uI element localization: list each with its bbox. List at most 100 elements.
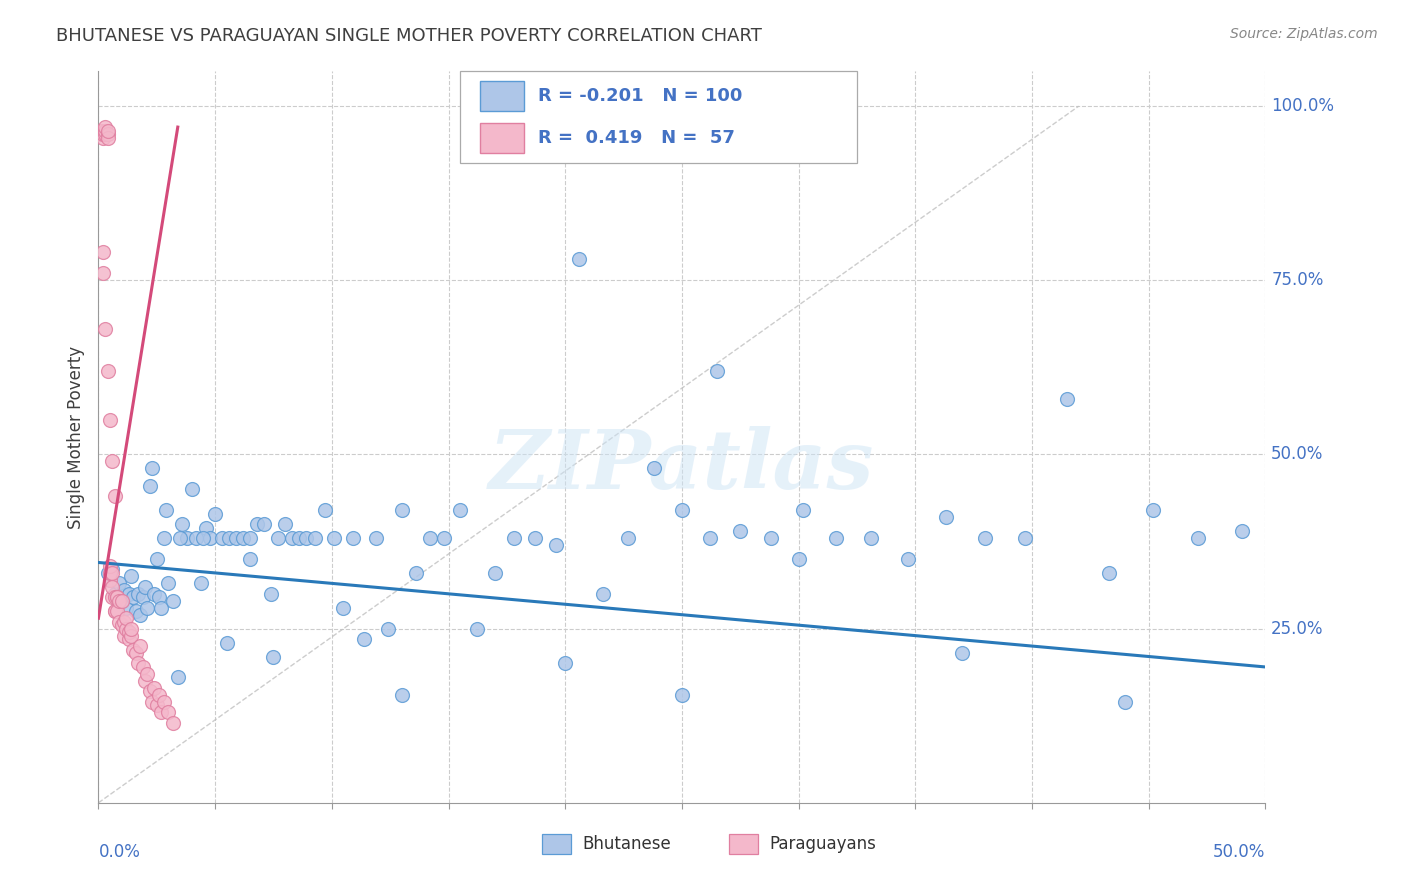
Point bbox=[94, 127, 117, 141]
Point bbox=[186, 531, 208, 545]
Point bbox=[166, 670, 188, 684]
Point bbox=[97, 566, 120, 580]
Point bbox=[218, 531, 240, 545]
Point bbox=[98, 558, 121, 573]
Point bbox=[419, 531, 441, 545]
Point bbox=[239, 552, 262, 566]
Point bbox=[101, 591, 124, 605]
Point bbox=[502, 531, 524, 545]
Text: 50.0%: 50.0% bbox=[1271, 445, 1323, 464]
Point bbox=[91, 130, 114, 145]
Point bbox=[1056, 392, 1078, 406]
Point bbox=[449, 503, 471, 517]
Point bbox=[787, 552, 810, 566]
Point bbox=[112, 615, 135, 629]
Point bbox=[132, 591, 155, 605]
Point bbox=[225, 531, 247, 545]
Point bbox=[792, 503, 814, 517]
Point bbox=[148, 591, 170, 605]
Point bbox=[1187, 531, 1209, 545]
Point bbox=[148, 688, 170, 702]
Point bbox=[127, 657, 149, 671]
Point bbox=[94, 120, 117, 134]
Point bbox=[353, 632, 375, 646]
Point bbox=[304, 531, 326, 545]
Point bbox=[143, 681, 166, 695]
Point bbox=[90, 123, 112, 137]
Point bbox=[105, 591, 128, 605]
Point bbox=[699, 531, 721, 545]
Point bbox=[105, 591, 128, 605]
FancyBboxPatch shape bbox=[460, 71, 858, 163]
Point bbox=[200, 531, 222, 545]
Point bbox=[94, 322, 117, 336]
Point bbox=[105, 604, 128, 618]
Y-axis label: Single Mother Poverty: Single Mother Poverty bbox=[66, 345, 84, 529]
Point bbox=[150, 705, 173, 719]
Point bbox=[111, 618, 134, 632]
Point bbox=[157, 705, 180, 719]
Point bbox=[391, 688, 413, 702]
Point bbox=[859, 531, 882, 545]
Point bbox=[157, 576, 180, 591]
Point bbox=[120, 629, 142, 643]
Point bbox=[260, 587, 283, 601]
Point bbox=[118, 625, 141, 640]
Point bbox=[366, 531, 388, 545]
FancyBboxPatch shape bbox=[479, 80, 524, 112]
Point bbox=[180, 483, 202, 497]
Text: 75.0%: 75.0% bbox=[1271, 271, 1323, 289]
Point bbox=[91, 245, 114, 260]
Point bbox=[108, 615, 131, 629]
Point bbox=[134, 673, 156, 688]
Text: R = -0.201   N = 100: R = -0.201 N = 100 bbox=[538, 87, 742, 105]
Point bbox=[125, 604, 148, 618]
Point bbox=[111, 594, 134, 608]
Point bbox=[101, 566, 124, 580]
Point bbox=[118, 632, 141, 646]
Point bbox=[554, 657, 576, 671]
Point bbox=[253, 517, 276, 532]
Text: Source: ZipAtlas.com: Source: ZipAtlas.com bbox=[1230, 27, 1378, 41]
Point bbox=[935, 510, 957, 524]
Point bbox=[433, 531, 456, 545]
Point bbox=[162, 594, 184, 608]
Point bbox=[215, 635, 238, 649]
Point bbox=[190, 576, 212, 591]
Point bbox=[98, 566, 121, 580]
Point bbox=[974, 531, 997, 545]
Point bbox=[150, 600, 173, 615]
Point bbox=[105, 591, 128, 605]
FancyBboxPatch shape bbox=[541, 833, 571, 854]
Point bbox=[232, 531, 254, 545]
Point bbox=[176, 531, 198, 545]
Point bbox=[139, 684, 162, 698]
Point bbox=[592, 587, 614, 601]
Point bbox=[132, 660, 155, 674]
Point bbox=[143, 587, 166, 601]
Point bbox=[295, 531, 318, 545]
Point bbox=[1098, 566, 1121, 580]
Point bbox=[101, 562, 124, 576]
Point bbox=[169, 531, 191, 545]
Point bbox=[239, 531, 262, 545]
Point bbox=[730, 524, 752, 538]
Point bbox=[194, 521, 217, 535]
Point bbox=[112, 583, 135, 598]
Point bbox=[267, 531, 290, 545]
Point bbox=[104, 489, 127, 503]
Point bbox=[146, 552, 169, 566]
Point bbox=[115, 600, 138, 615]
Point bbox=[568, 252, 591, 267]
Point bbox=[108, 594, 131, 608]
Point bbox=[617, 531, 640, 545]
Point bbox=[94, 123, 117, 137]
Point bbox=[162, 715, 184, 730]
Point bbox=[112, 629, 135, 643]
Point bbox=[288, 531, 311, 545]
Point bbox=[97, 364, 120, 378]
Point bbox=[706, 364, 728, 378]
Point bbox=[115, 611, 138, 625]
Point bbox=[544, 538, 567, 552]
Point bbox=[141, 695, 163, 709]
